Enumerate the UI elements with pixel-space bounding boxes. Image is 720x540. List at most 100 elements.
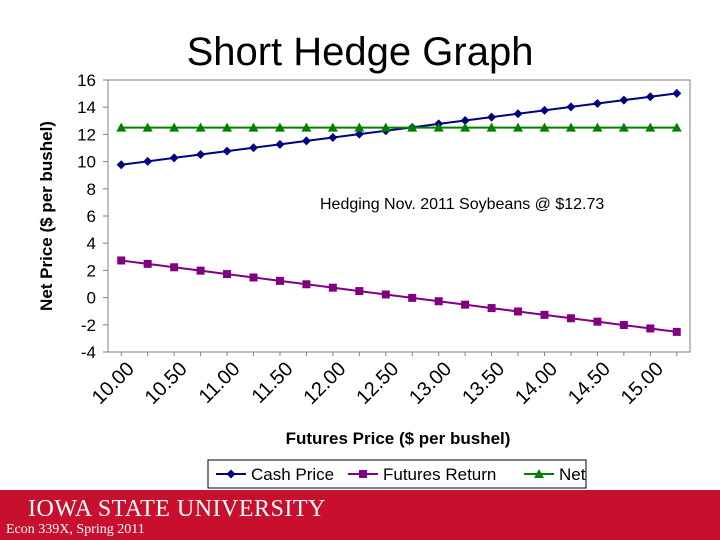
slide-title: Short Hedge Graph bbox=[186, 30, 534, 74]
x-tick-label: 14.50 bbox=[564, 358, 615, 409]
data-point bbox=[487, 112, 497, 122]
y-tick-label: 12 bbox=[77, 125, 96, 144]
y-tick-label: -4 bbox=[81, 343, 96, 362]
x-tick-label: 15.00 bbox=[617, 358, 668, 409]
series-line bbox=[121, 259, 677, 333]
data-point bbox=[222, 146, 232, 156]
data-point bbox=[354, 122, 365, 132]
data-point bbox=[646, 324, 655, 333]
data-point bbox=[143, 156, 153, 166]
y-tick-label: 6 bbox=[87, 207, 96, 226]
data-point bbox=[540, 105, 549, 115]
x-tick-label: 10.00 bbox=[88, 358, 139, 409]
x-tick-label: 12.50 bbox=[352, 358, 403, 409]
data-point bbox=[355, 287, 364, 296]
data-point bbox=[117, 256, 126, 265]
data-point bbox=[359, 470, 367, 478]
x-tick-label: 14.00 bbox=[511, 358, 562, 409]
data-point bbox=[618, 122, 629, 132]
data-point bbox=[672, 327, 681, 336]
data-point bbox=[645, 92, 655, 102]
data-point bbox=[381, 290, 390, 299]
footer-bar bbox=[0, 490, 720, 540]
data-point bbox=[592, 122, 603, 132]
legend: Cash Price Futures Return Net bbox=[207, 459, 587, 489]
data-point bbox=[461, 300, 470, 309]
legend-item: Futures Return bbox=[348, 465, 496, 484]
data-point bbox=[460, 122, 471, 132]
data-point bbox=[407, 122, 418, 132]
y-tick-label: 8 bbox=[87, 180, 96, 199]
data-point bbox=[534, 469, 544, 478]
legend-label: Futures Return bbox=[383, 465, 496, 484]
data-point bbox=[619, 95, 629, 105]
data-point bbox=[566, 314, 575, 323]
x-axis: 10.00 10.50 11.00 11.50 12.00 12.50 13.00 13.50… bbox=[88, 352, 678, 409]
course-label: Econ 339X, Spring 2011 bbox=[6, 522, 145, 537]
series-net bbox=[116, 122, 682, 132]
data-point bbox=[327, 122, 338, 132]
data-point bbox=[223, 270, 232, 279]
data-point bbox=[275, 276, 284, 285]
data-point bbox=[645, 122, 656, 132]
data-point bbox=[275, 139, 285, 149]
x-tick-label: 13.00 bbox=[405, 358, 456, 409]
data-point bbox=[169, 122, 180, 132]
data-point bbox=[226, 469, 236, 479]
data-point bbox=[434, 297, 443, 306]
data-point bbox=[433, 122, 444, 132]
legend-item: Cash Price bbox=[216, 465, 334, 484]
data-point bbox=[672, 88, 682, 98]
data-point bbox=[249, 273, 258, 282]
series-cash-price bbox=[116, 88, 682, 170]
hedge-annotation: Hedging Nov. 2011 Soybeans @ $12.73 bbox=[320, 196, 604, 213]
data-point bbox=[249, 143, 258, 153]
data-point bbox=[328, 133, 338, 143]
y-tick-label: 4 bbox=[87, 234, 96, 253]
data-point bbox=[169, 153, 179, 163]
data-point bbox=[408, 293, 417, 302]
data-point bbox=[195, 122, 206, 132]
plot-area bbox=[107, 79, 691, 353]
data-point bbox=[116, 122, 127, 132]
legend-box bbox=[207, 459, 587, 489]
data-point bbox=[328, 283, 337, 292]
data-point bbox=[513, 109, 523, 119]
data-point bbox=[487, 304, 496, 313]
x-axis-title: Futures Price ($ per bushel) bbox=[286, 429, 511, 448]
university-wordmark: IOWA STATE UNIVERSITY bbox=[28, 496, 326, 522]
series-layer bbox=[116, 88, 682, 336]
plot-border bbox=[107, 79, 691, 353]
x-tick-label: 13.50 bbox=[458, 358, 509, 409]
data-point bbox=[142, 122, 153, 132]
data-point bbox=[566, 102, 576, 112]
data-point bbox=[513, 122, 524, 132]
data-point bbox=[301, 136, 311, 146]
data-point bbox=[619, 321, 628, 330]
data-point bbox=[380, 122, 391, 132]
x-tick-label: 11.50 bbox=[248, 358, 298, 408]
legend-label: Net bbox=[559, 465, 586, 484]
data-point bbox=[170, 263, 179, 272]
data-point bbox=[592, 99, 602, 109]
data-point bbox=[540, 310, 549, 319]
y-tick-label: -2 bbox=[81, 316, 96, 335]
y-tick-label: 16 bbox=[77, 71, 96, 90]
data-point bbox=[116, 160, 126, 170]
y-tick-label: 10 bbox=[77, 153, 96, 172]
y-axis-title: Net Price ($ per bushel) bbox=[37, 121, 56, 311]
legend-item: Net bbox=[524, 465, 586, 484]
series-futures-return bbox=[117, 256, 681, 336]
y-tick-label: 0 bbox=[87, 289, 96, 308]
data-point bbox=[196, 150, 206, 160]
x-tick-label: 10.50 bbox=[141, 358, 192, 409]
data-point bbox=[486, 122, 497, 132]
series-line bbox=[121, 92, 677, 166]
data-point bbox=[514, 307, 523, 316]
y-tick-label: 14 bbox=[77, 98, 96, 117]
data-point bbox=[460, 116, 470, 126]
x-tick-label: 12.00 bbox=[299, 358, 350, 409]
data-point bbox=[539, 122, 550, 132]
data-point bbox=[143, 259, 152, 268]
